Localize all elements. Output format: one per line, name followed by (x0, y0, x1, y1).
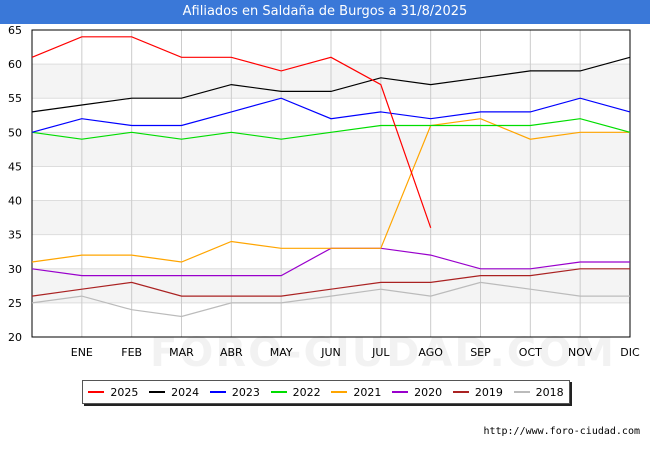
series-line-2023 (31, 97, 631, 133)
x-tick-label: OCT (519, 346, 542, 359)
legend-label: 2025 (110, 385, 139, 399)
series-line-2022 (31, 118, 631, 140)
legend-label: 2021 (353, 385, 382, 399)
series-line-2021 (31, 118, 630, 263)
legend-label: 2023 (231, 385, 260, 399)
series-line-2018 (31, 281, 630, 318)
x-tick-label: ABR (220, 346, 243, 359)
y-tick-label: 30 (8, 263, 22, 276)
x-tick-label: DIC (620, 346, 640, 359)
legend-swatch (331, 391, 348, 393)
legend-item-2025: 2025 (88, 386, 138, 399)
legend: 2025 2024 2023 2022 2021 2020 2019 2018 (82, 380, 570, 404)
y-tick-label: 35 (8, 229, 22, 242)
legend-label: 2019 (474, 385, 503, 399)
x-tick-label: AGO (418, 346, 443, 359)
legend-swatch (270, 391, 287, 393)
series-line-2025 (31, 36, 432, 228)
y-tick-label: 60 (8, 58, 22, 71)
y-tick-label: 40 (8, 195, 22, 208)
y-tick-label: 55 (8, 92, 22, 105)
legend-item-2019: 2019 (452, 385, 503, 399)
legend-swatch (88, 391, 105, 393)
y-tick-label: 65 (8, 24, 22, 37)
series-line-2019 (31, 268, 630, 297)
x-tick-label: MAY (270, 346, 293, 359)
y-tick-label: 20 (8, 331, 22, 344)
watermark: FORO-CIUDAD.COM (150, 330, 616, 376)
legend-swatch (209, 391, 226, 393)
legend-label: 2018 (535, 385, 564, 399)
y-tick-label: 45 (8, 160, 22, 173)
x-tick-label: JUN (320, 346, 341, 359)
legend-swatch (392, 391, 409, 393)
x-tick-label: FEB (121, 346, 142, 359)
legend-item-2024: 2024 (149, 386, 199, 399)
legend-item-2018: 2018 (513, 385, 564, 399)
legend-swatch (149, 391, 166, 393)
legend-label: 2024 (171, 385, 200, 399)
x-tick-label: MAR (169, 346, 194, 359)
legend-item-2021: 2021 (331, 386, 381, 399)
legend-swatch (452, 391, 469, 393)
legend-item-2022: 2022 (270, 385, 321, 399)
legend-item-2020: 2020 (392, 386, 442, 399)
y-tick-label: 25 (8, 297, 22, 310)
source-url[interactable]: http://www.foro-ciudad.com (483, 426, 640, 437)
legend-label: 2022 (292, 385, 321, 399)
x-tick-label: SEP (470, 346, 491, 359)
y-tick-label: 50 (8, 126, 22, 139)
legend-item-2023: 2023 (209, 385, 260, 399)
legend-swatch (513, 391, 530, 393)
x-tick-label: NOV (568, 346, 593, 359)
title-bar (0, 0, 650, 24)
x-tick-label: JUL (371, 346, 390, 359)
x-tick-label: ENE (71, 346, 93, 359)
series-line-2024 (31, 56, 631, 113)
chart-title: Afiliados en Saldaña de Burgos a 31/8/20… (182, 4, 468, 19)
legend-label: 2020 (414, 385, 443, 399)
plot-border (31, 29, 631, 338)
